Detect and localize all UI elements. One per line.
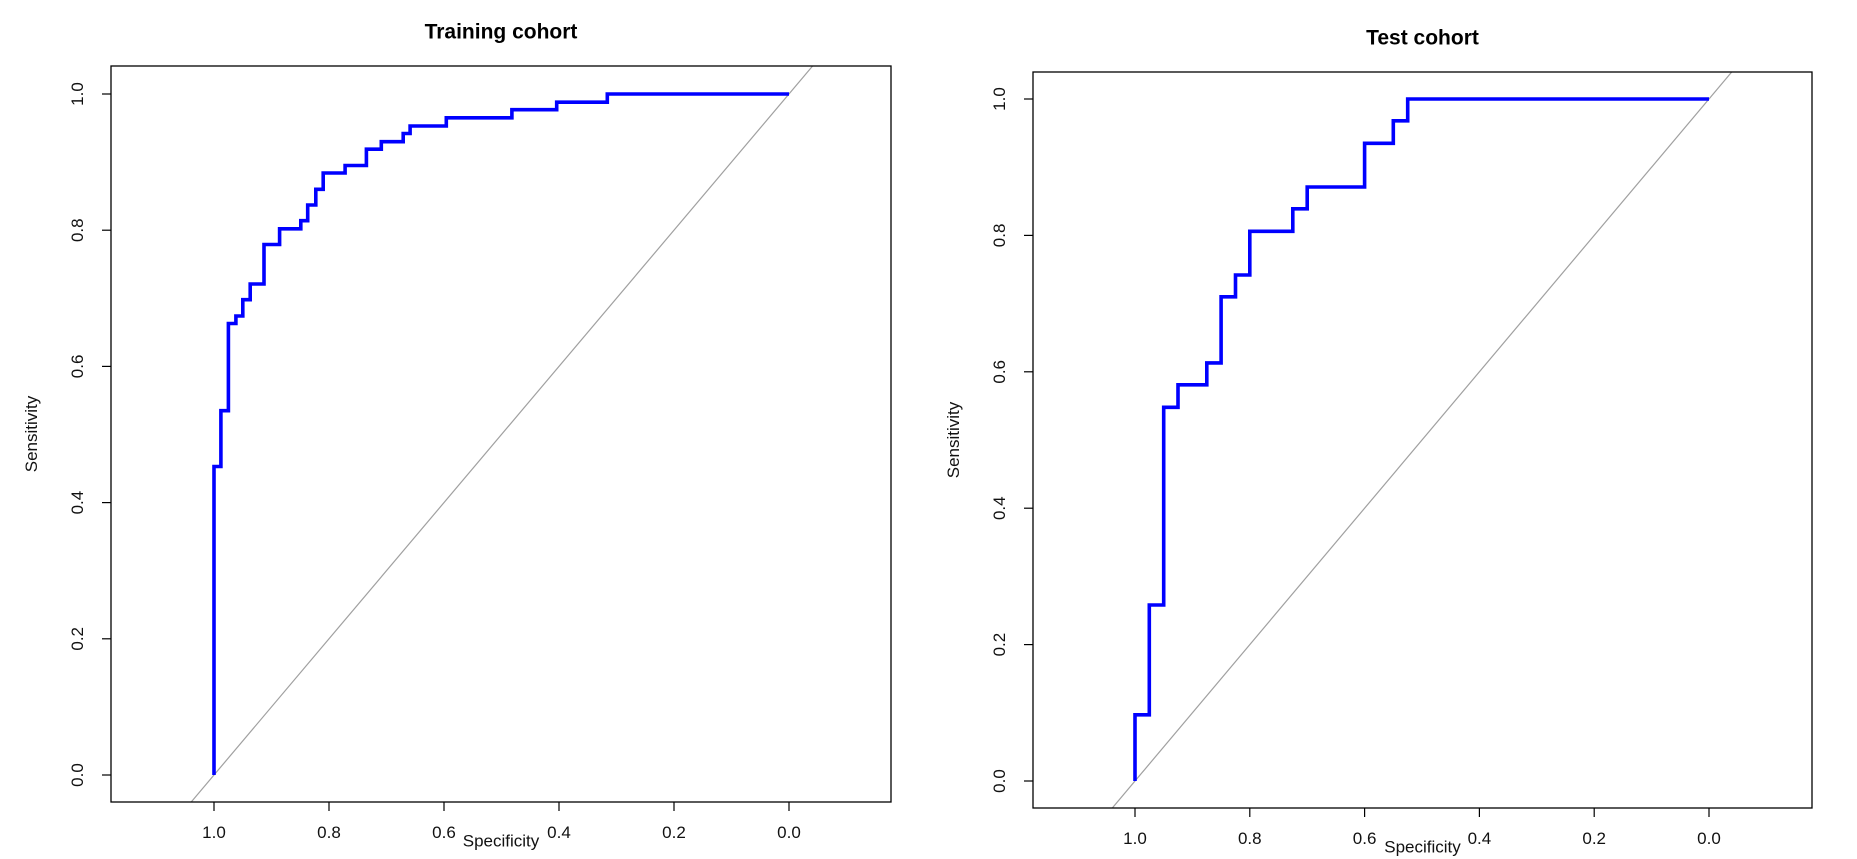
x-tick-label: 0.8 [317,823,341,842]
chart-panel-training: 1.0 0.8 0.6 0.4 0.2 0.0 0.0 0.2 0.4 0.6 0.8 1.0 Trai… [22,21,892,850]
y-tick-label: 0.2 [990,633,1009,657]
y-axis-label: Sensitivity [22,395,41,472]
x-tick-label: 0.2 [1582,829,1606,848]
x-axis-label: Specificity [1384,837,1461,856]
y-tick-label: 0.6 [68,355,87,379]
roc-curve [212,92,789,775]
chart-panel-test: 1.0 0.8 0.6 0.4 0.2 0.0 0.0 0.2 0.4 0.6 0.8 1.0 Test… [944,27,1813,856]
roc-curve [1133,97,1709,781]
x-tick-label: 0.6 [432,823,456,842]
x-tick-label: 0.4 [547,823,571,842]
y-tick-label: 0.8 [68,218,87,242]
x-tick-label: 0.6 [1353,829,1377,848]
y-tick-label: 1.0 [990,87,1009,111]
y-tick-label: 0.4 [990,496,1009,520]
x-tick-label: 0.8 [1238,829,1262,848]
chart-title: Test cohort [1366,27,1479,50]
reference-diagonal [190,65,814,803]
plot-frame [110,65,892,803]
y-tick-label: 0.2 [68,627,87,651]
plot-frame [1032,71,1813,809]
x-tick-label: 1.0 [202,823,226,842]
y-tick-label: 0.6 [990,360,1009,384]
chart-title: Training cohort [425,21,578,44]
y-tick-label: 0.8 [990,224,1009,248]
x-tick-label: 0.2 [662,823,686,842]
y-axis-label: Sensitivity [944,401,963,478]
y-tick-label: 0.0 [68,763,87,787]
x-tick-label: 1.0 [1123,829,1147,848]
y-tick-label: 0.0 [990,769,1009,793]
y-tick-label: 0.4 [68,491,87,515]
x-axis-label: Specificity [463,831,540,850]
reference-diagonal [1111,71,1733,809]
x-tick-label: 0.0 [1697,829,1721,848]
x-tick-label: 0.0 [777,823,801,842]
x-tick-label: 0.4 [1468,829,1492,848]
y-tick-label: 1.0 [68,82,87,106]
